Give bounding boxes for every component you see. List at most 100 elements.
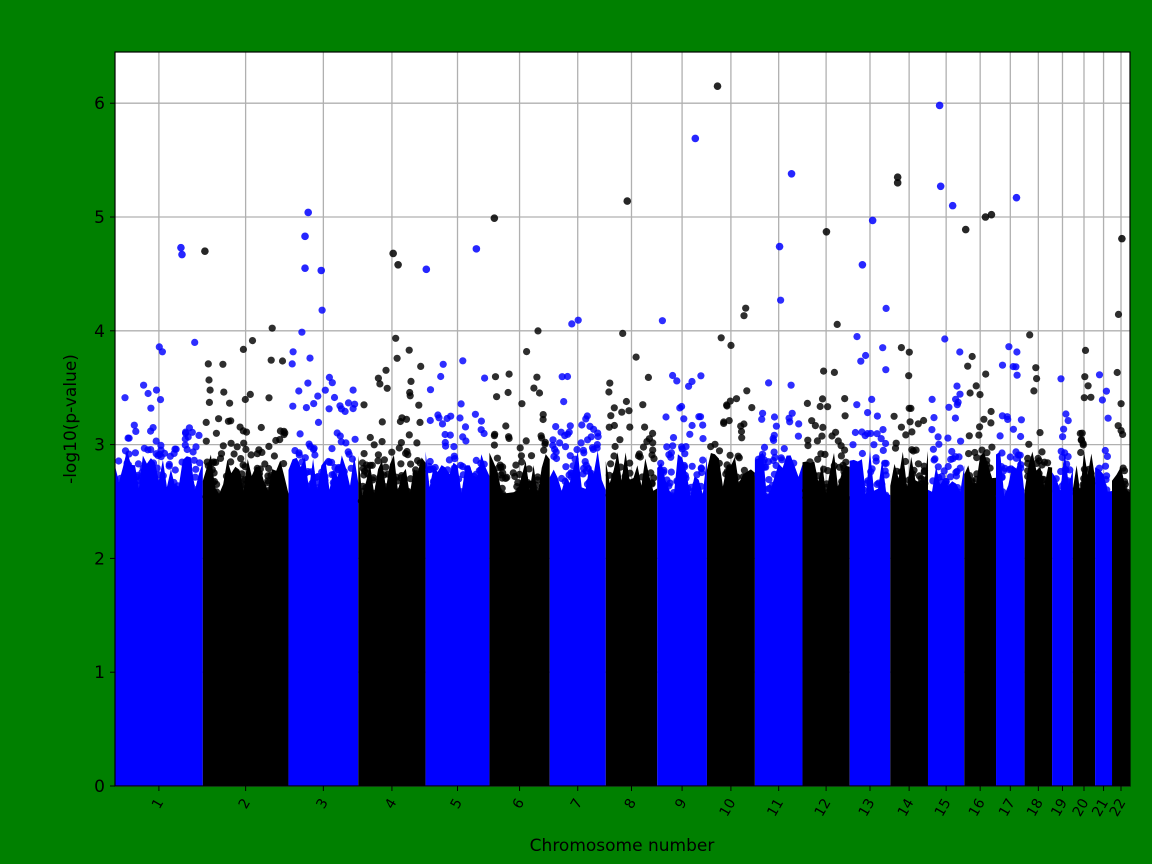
data-point — [535, 389, 544, 397]
data-point — [964, 362, 972, 370]
data-point — [331, 464, 339, 472]
data-point — [1001, 497, 1009, 505]
data-point — [434, 411, 442, 419]
data-point — [723, 401, 731, 409]
data-point — [909, 470, 917, 478]
data-point — [539, 415, 547, 424]
data-point — [868, 465, 876, 473]
data-point — [574, 316, 582, 324]
data-point — [264, 479, 272, 487]
data-point — [502, 422, 510, 430]
data-point — [175, 496, 183, 504]
chromosome-dense-points — [1024, 451, 1053, 786]
data-point — [732, 395, 741, 403]
data-point — [450, 452, 458, 460]
data-point — [953, 484, 962, 492]
data-point — [874, 490, 882, 498]
data-point — [738, 434, 746, 442]
data-point — [125, 450, 133, 458]
data-point — [477, 466, 485, 474]
data-point — [723, 461, 731, 469]
top-hit-point — [858, 261, 867, 269]
data-point — [583, 480, 592, 488]
data-point — [336, 402, 344, 410]
data-point — [758, 453, 766, 461]
data-point — [480, 460, 488, 468]
data-point — [770, 413, 779, 421]
data-point — [205, 398, 213, 406]
data-point — [830, 368, 839, 376]
data-point — [918, 489, 926, 497]
data-point — [972, 382, 980, 390]
data-point — [447, 412, 455, 420]
data-point — [187, 482, 195, 490]
data-point — [790, 459, 798, 467]
data-point — [505, 370, 513, 378]
data-point — [247, 451, 255, 459]
y-tick-label: 3 — [94, 436, 105, 456]
top-hit-point — [987, 210, 996, 219]
data-point — [490, 469, 498, 477]
data-point — [121, 485, 129, 493]
data-point — [396, 494, 404, 502]
data-point — [448, 488, 456, 496]
data-point — [219, 442, 227, 450]
data-point — [446, 482, 454, 490]
data-point — [426, 416, 434, 425]
data-point — [951, 414, 960, 422]
data-point — [734, 452, 742, 460]
data-point — [405, 346, 413, 354]
data-point — [1017, 416, 1025, 424]
data-points — [114, 82, 1131, 786]
data-point — [1012, 454, 1020, 462]
data-point — [333, 496, 341, 504]
data-point — [190, 494, 198, 502]
data-point — [786, 471, 794, 479]
data-point — [1024, 454, 1032, 462]
data-point — [760, 463, 769, 471]
data-point — [147, 427, 155, 435]
top-hit-point — [775, 242, 784, 251]
data-point — [639, 443, 648, 451]
data-point — [192, 465, 200, 473]
data-point — [577, 439, 585, 447]
data-point — [795, 420, 803, 428]
data-point — [272, 474, 280, 482]
data-point — [647, 469, 655, 477]
data-point — [765, 476, 773, 484]
data-point — [740, 312, 748, 320]
data-point — [438, 420, 447, 428]
data-point — [190, 456, 198, 464]
data-point — [194, 485, 202, 493]
data-point — [824, 403, 832, 411]
data-point — [740, 420, 748, 428]
data-point — [311, 451, 319, 459]
data-point — [920, 462, 928, 470]
chromosome-dense-points — [996, 451, 1025, 786]
data-point — [406, 475, 415, 483]
data-point — [802, 494, 810, 502]
data-point — [1006, 453, 1014, 461]
data-point — [1113, 368, 1121, 377]
data-point — [1017, 432, 1025, 441]
top-hit-point — [935, 101, 944, 110]
data-point — [681, 450, 689, 458]
data-point — [998, 473, 1006, 481]
data-point — [667, 468, 675, 476]
data-point — [975, 431, 983, 439]
y-tick-label: 6 — [94, 94, 105, 114]
data-point — [819, 423, 827, 431]
data-point — [953, 467, 961, 476]
data-point — [478, 494, 486, 502]
data-point — [318, 306, 326, 314]
data-point — [605, 491, 613, 499]
data-point — [982, 370, 990, 378]
data-point — [298, 458, 306, 466]
data-point — [237, 455, 245, 463]
data-point — [457, 461, 465, 469]
data-point — [444, 466, 452, 474]
data-point — [931, 455, 939, 463]
data-point — [328, 445, 336, 453]
data-point — [1000, 467, 1008, 475]
data-point — [573, 446, 581, 454]
